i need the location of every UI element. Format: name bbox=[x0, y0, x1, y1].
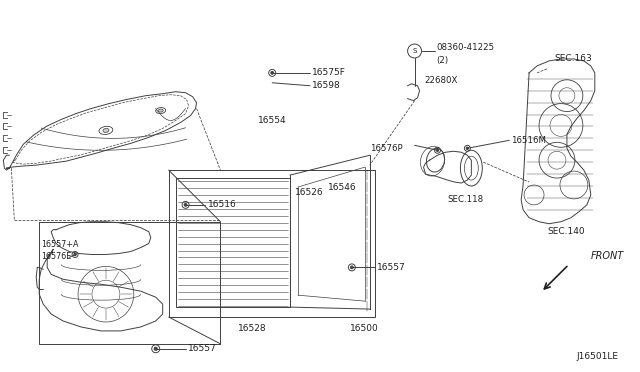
Text: 16557: 16557 bbox=[377, 263, 406, 272]
Text: 16528: 16528 bbox=[238, 324, 267, 333]
Text: 16516M: 16516M bbox=[511, 136, 546, 145]
Text: 16576E: 16576E bbox=[41, 252, 72, 261]
Ellipse shape bbox=[103, 128, 109, 132]
Text: 16554: 16554 bbox=[259, 116, 287, 125]
Circle shape bbox=[74, 253, 76, 256]
Circle shape bbox=[466, 147, 468, 150]
Text: 16598: 16598 bbox=[312, 81, 340, 90]
Text: 16557: 16557 bbox=[188, 344, 216, 353]
Text: FRONT: FRONT bbox=[591, 251, 624, 262]
Text: SEC.140: SEC.140 bbox=[547, 227, 584, 236]
Circle shape bbox=[184, 203, 187, 206]
Text: 22680X: 22680X bbox=[424, 76, 458, 85]
Text: SEC.163: SEC.163 bbox=[554, 54, 592, 64]
Text: 16576P: 16576P bbox=[370, 144, 403, 153]
Text: (2): (2) bbox=[436, 57, 449, 65]
Text: 16575F: 16575F bbox=[312, 68, 346, 77]
Text: 16516: 16516 bbox=[207, 201, 236, 209]
Circle shape bbox=[351, 266, 353, 269]
Circle shape bbox=[154, 347, 157, 350]
Text: J16501LE: J16501LE bbox=[577, 352, 619, 361]
Text: 16500: 16500 bbox=[350, 324, 379, 333]
Circle shape bbox=[271, 71, 274, 74]
Text: S: S bbox=[412, 48, 417, 54]
Text: 16546: 16546 bbox=[328, 183, 356, 192]
Text: 16526: 16526 bbox=[295, 189, 324, 198]
Circle shape bbox=[436, 149, 438, 151]
Text: 16557+A: 16557+A bbox=[41, 240, 79, 249]
Text: SEC.118: SEC.118 bbox=[447, 195, 484, 204]
Text: 08360-41225: 08360-41225 bbox=[436, 42, 495, 52]
Ellipse shape bbox=[158, 109, 163, 112]
